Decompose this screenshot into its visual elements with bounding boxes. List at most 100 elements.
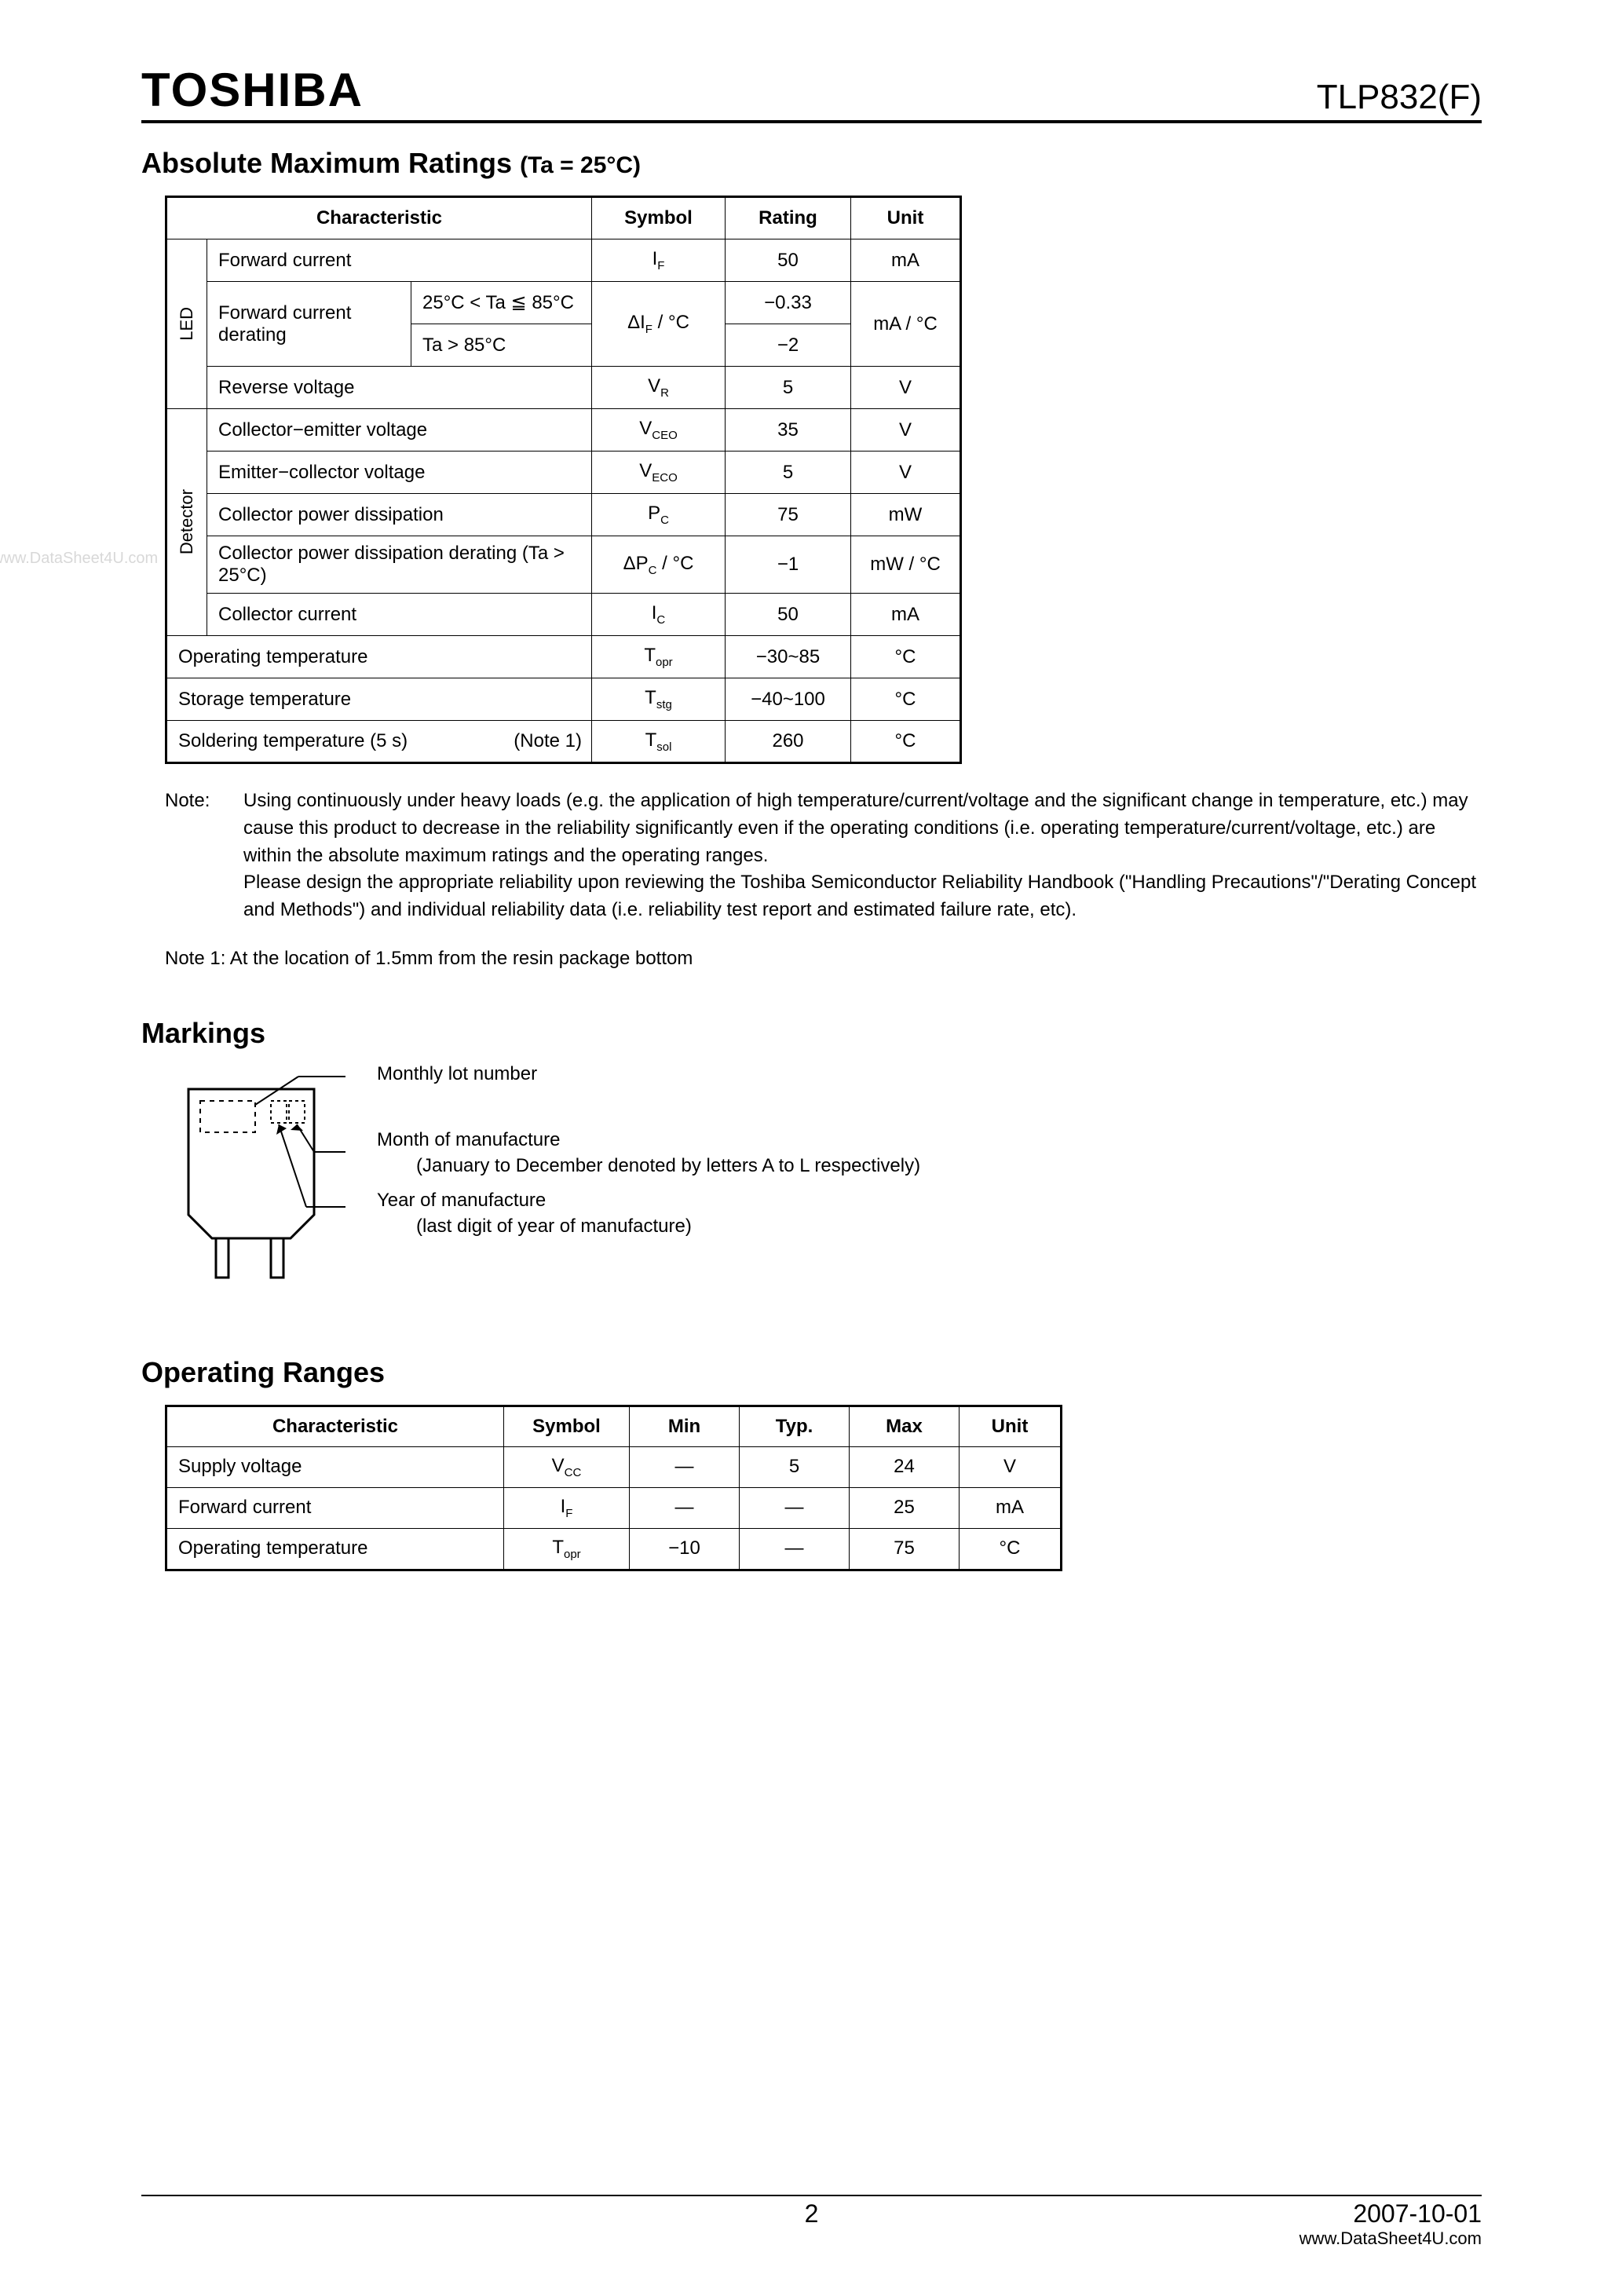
op-cell: Operating temperature [166,1528,504,1570]
page-number: 2 [330,2199,1293,2228]
markings-diagram-wrap: Monthly lot number Month of manufacture … [173,1066,1482,1285]
op-cell: mA [960,1487,1062,1528]
op-cell: °C [960,1528,1062,1570]
amr-cell: Forward current [207,239,592,282]
amr-cell: Operating temperature [166,636,592,678]
op-cell: Forward current [166,1487,504,1528]
amr-cell: Tstg [592,678,726,721]
amr-cell: 260 [726,721,851,763]
amr-cell: 35 [726,409,851,452]
amr-cell: Ta > 85°C [411,324,592,367]
amr-cell: ΔPC / °C [592,536,726,594]
amr-cell: 5 [726,367,851,409]
footer-url: www.DataSheet4U.com [1293,2228,1482,2249]
op-cell: VCC [504,1446,630,1487]
amr-cell: Collector power dissipation derating (Ta… [207,536,592,594]
amr-cell: −1 [726,536,851,594]
amr-group-detector: Detector [166,409,207,636]
markings-monthly-lot: Monthly lot number [377,1061,920,1088]
op-cell: −10 [630,1528,740,1570]
note-paragraph: Please design the appropriate reliabilit… [243,869,1482,924]
amr-cell: mA [851,239,961,282]
amr-cell: −30~85 [726,636,851,678]
amr-cell: Storage temperature [166,678,592,721]
op-title: Operating Ranges [141,1356,1482,1389]
op-h-unit: Unit [960,1406,1062,1446]
note-1: Note 1: At the location of 1.5mm from th… [165,948,1482,970]
amr-cell: Soldering temperature (5 s) (Note 1) [166,721,592,763]
amr-title-cond: (Ta = 25°C) [520,152,641,178]
op-cell: — [630,1446,740,1487]
op-cell: Topr [504,1528,630,1570]
op-cell: V [960,1446,1062,1487]
amr-cell: 75 [726,494,851,536]
amr-cell: mA [851,594,961,636]
amr-cell: Collector power dissipation [207,494,592,536]
amr-cell: Collector current [207,594,592,636]
op-h-characteristic: Characteristic [166,1406,504,1446]
amr-cell: mA / °C [851,282,961,367]
amr-cell: Collector−emitter voltage [207,409,592,452]
op-h-min: Min [630,1406,740,1446]
op-h-max: Max [850,1406,960,1446]
footer-date: 2007-10-01 [1293,2199,1482,2228]
page-header: TOSHIBA TLP832(F) [141,63,1482,123]
markings-svg [173,1066,345,1285]
brand-logo: TOSHIBA [141,63,364,117]
amr-cell: Emitter−collector voltage [207,452,592,494]
amr-cell: V [851,409,961,452]
amr-cell: PC [592,494,726,536]
amr-cell: °C [851,678,961,721]
amr-h-symbol: Symbol [592,197,726,239]
amr-cell: Forward current derating [207,282,411,367]
page-footer: 2 2007-10-01 www.DataSheet4U.com [141,2195,1482,2249]
note-label: Note: [165,788,243,924]
op-h-typ: Typ. [740,1406,850,1446]
amr-cell: V [851,367,961,409]
markings-labels: Monthly lot number Month of manufacture … [377,1066,920,1248]
amr-cell: 50 [726,239,851,282]
amr-cell: 50 [726,594,851,636]
amr-cell: Reverse voltage [207,367,592,409]
op-h-symbol: Symbol [504,1406,630,1446]
amr-cell: mW [851,494,961,536]
amr-cell: IC [592,594,726,636]
note-block: Note: Using continuously under heavy loa… [165,788,1482,924]
amr-h-characteristic: Characteristic [166,197,592,239]
amr-title-main: Absolute Maximum Ratings [141,147,520,179]
part-number: TLP832(F) [1317,78,1482,117]
op-cell: — [740,1528,850,1570]
markings-month-line2: (January to December denoted by letters … [416,1155,920,1176]
amr-cell: °C [851,636,961,678]
amr-h-rating: Rating [726,197,851,239]
note-paragraph: Using continuously under heavy loads (e.… [243,788,1482,869]
markings-year-line1: Year of manufacture [377,1190,546,1211]
watermark-left: www.DataSheet4U.com [0,550,158,568]
markings-title: Markings [141,1017,1482,1050]
markings-month-line1: Month of manufacture [377,1129,560,1150]
amr-cell: −0.33 [726,282,851,324]
op-cell: — [740,1487,850,1528]
markings-year-line2: (last digit of year of manufacture) [416,1216,692,1237]
op-cell: — [630,1487,740,1528]
amr-title: Absolute Maximum Ratings (Ta = 25°C) [141,147,1482,180]
amr-cell: −40~100 [726,678,851,721]
op-cell: Supply voltage [166,1446,504,1487]
amr-cell: IF [592,239,726,282]
op-cell: IF [504,1487,630,1528]
amr-cell: V [851,452,961,494]
amr-cell: Topr [592,636,726,678]
op-cell: 25 [850,1487,960,1528]
amr-cell: 5 [726,452,851,494]
amr-group-led: LED [166,239,207,409]
amr-cell: 25°C < Ta ≦ 85°C [411,282,592,324]
op-cell: 24 [850,1446,960,1487]
amr-cell: VR [592,367,726,409]
amr-h-unit: Unit [851,197,961,239]
amr-cell: −2 [726,324,851,367]
op-cell: 5 [740,1446,850,1487]
amr-cell: °C [851,721,961,763]
amr-cell: Tsol [592,721,726,763]
amr-cell: ΔIF / °C [592,282,726,367]
amr-cell: VCEO [592,409,726,452]
